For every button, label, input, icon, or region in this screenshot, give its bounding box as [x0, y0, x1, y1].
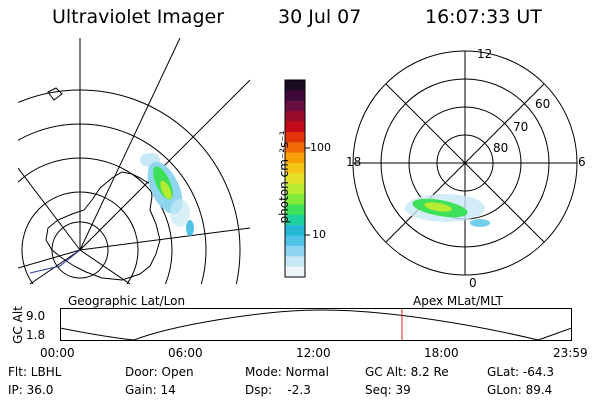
gain-info: Gain: 14: [125, 383, 176, 397]
timeline-ytick-9: 9.0: [26, 309, 46, 323]
timeline-ytick-1.8: 1.8: [26, 328, 46, 342]
colorbar-swatch: [285, 235, 305, 247]
door-info: Door: Open: [125, 365, 194, 379]
colorbar-swatch: [285, 266, 305, 278]
lat-label-80: 80: [493, 141, 509, 155]
colorbar: [284, 79, 310, 278]
lat-label-70: 70: [513, 120, 529, 134]
geographic-panel-label: Geographic Lat/Lon: [68, 294, 186, 308]
mlt-label-12: 12: [477, 47, 493, 61]
apex-panel-label: Apex MLat/MLT: [413, 294, 503, 308]
instrument-title: Ultraviolet Imager: [52, 6, 225, 28]
timeline-xtick-0000: 00:00: [40, 346, 75, 360]
colorbar-swatch: [285, 173, 305, 185]
geographic-map: [18, 38, 250, 284]
timeline-xtick-2359: 23:59: [553, 346, 588, 360]
colorbar-swatch: [285, 225, 305, 237]
colorbar-swatch: [285, 214, 305, 226]
mlt-label-6: 6: [578, 155, 586, 169]
colorbar-tick-10: 10: [312, 228, 326, 241]
timeline-xtick-1800: 18:00: [424, 346, 459, 360]
glon-info: GLon: 89.4: [487, 383, 553, 397]
colorbar-swatch: [285, 90, 305, 102]
timeline-xtick-1200: 12:00: [296, 346, 331, 360]
colorbar-label: photon cm⁻²s⁻¹: [277, 130, 291, 224]
orbit-altitude-timeline: [60, 308, 572, 341]
mlt-label-18: 18: [346, 155, 362, 169]
colorbar-swatch: [285, 162, 305, 174]
lat-label-60: 60: [535, 97, 551, 111]
aurora-emission-geographic: [140, 153, 194, 236]
date-label: 30 Jul 07: [278, 6, 362, 28]
colorbar-swatch: [285, 183, 305, 195]
dsp-info: Dsp: -2.3: [245, 383, 311, 397]
glat-info: GLat: -64.3: [487, 365, 554, 379]
apex-polar-plot: [352, 50, 578, 276]
gc-alt-info: GC Alt: 8.2 Re: [365, 365, 449, 379]
colorbar-swatch: [285, 100, 305, 112]
filter-info: Flt: LBHL: [8, 365, 62, 379]
timeline-ylabel: GC Alt: [11, 306, 25, 344]
ip-info: IP: 36.0: [8, 383, 54, 397]
timeline-xtick-0600: 06:00: [168, 346, 203, 360]
colorbar-swatch: [285, 256, 305, 268]
colorbar-swatch: [285, 245, 305, 257]
mode-info: Mode: Normal: [245, 365, 329, 379]
time-label: 16:07:33 UT: [425, 6, 542, 28]
aurora-emission-polar: [405, 194, 490, 227]
colorbar-swatch: [285, 152, 305, 164]
colorbar-swatch: [285, 131, 305, 143]
colorbar-swatch: [285, 80, 305, 91]
colorbar-swatch: [285, 111, 305, 122]
colorbar-swatch: [285, 194, 305, 205]
colorbar-swatch: [285, 121, 305, 133]
colorbar-tick-100: 100: [310, 141, 331, 154]
mlt-label-0: 0: [469, 276, 477, 290]
colorbar-swatch: [285, 142, 305, 154]
colorbar-swatch: [285, 204, 305, 216]
sequence-info: Seq: 39: [365, 383, 411, 397]
